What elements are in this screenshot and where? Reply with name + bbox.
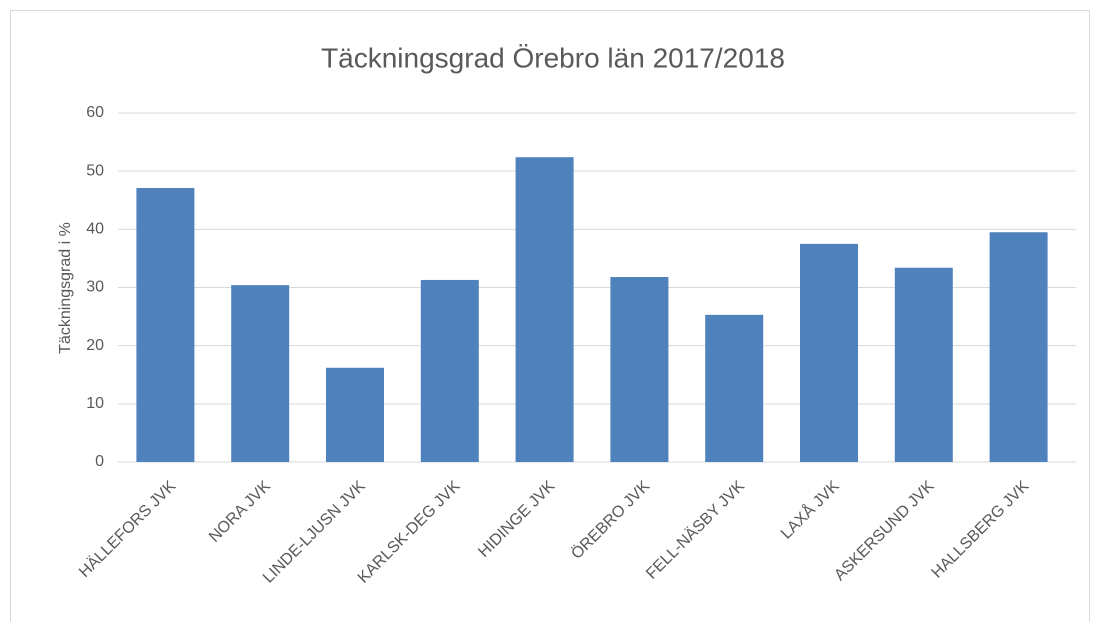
- y-tick-label: 0: [95, 453, 104, 470]
- bar: [705, 314, 764, 462]
- bar: [136, 188, 195, 462]
- bar: [894, 267, 953, 462]
- bar: [420, 279, 479, 462]
- bar: [989, 232, 1048, 462]
- y-tick-label: 40: [86, 221, 104, 238]
- bar: [231, 285, 290, 462]
- y-tick-label: 60: [86, 104, 104, 121]
- bar: [326, 367, 384, 462]
- chart-title: Täckningsgrad Örebro län 2017/2018: [321, 42, 785, 73]
- y-axis-label: Täckningsgrad i %: [57, 222, 74, 354]
- y-tick-label: 20: [86, 337, 104, 354]
- bar: [515, 157, 574, 462]
- y-tick-label: 30: [86, 279, 104, 296]
- y-tick-label: 50: [86, 162, 104, 179]
- bar: [610, 277, 669, 462]
- y-tick-label: 10: [86, 395, 104, 412]
- bar: [800, 243, 858, 462]
